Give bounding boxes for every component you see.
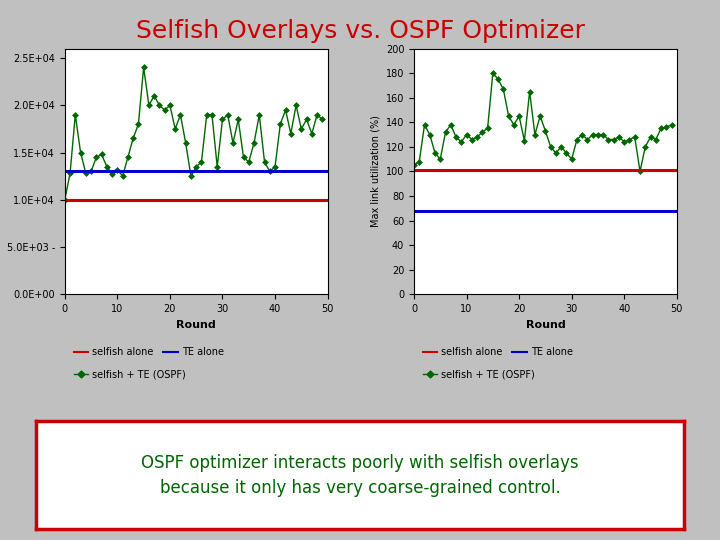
Legend: selfish + TE (OSPF): selfish + TE (OSPF) [70, 366, 189, 383]
Text: Selfish Overlays vs. OSPF Optimizer: Selfish Overlays vs. OSPF Optimizer [135, 19, 585, 43]
X-axis label: Round: Round [526, 320, 565, 329]
Text: OSPF optimizer interacts poorly with selfish overlays
because it only has very c: OSPF optimizer interacts poorly with sel… [141, 454, 579, 497]
Legend: selfish + TE (OSPF): selfish + TE (OSPF) [419, 366, 539, 383]
Y-axis label: Max link utilization (%): Max link utilization (%) [370, 116, 380, 227]
Y-axis label: Average latency (us): Average latency (us) [0, 121, 1, 222]
X-axis label: Round: Round [176, 320, 216, 329]
